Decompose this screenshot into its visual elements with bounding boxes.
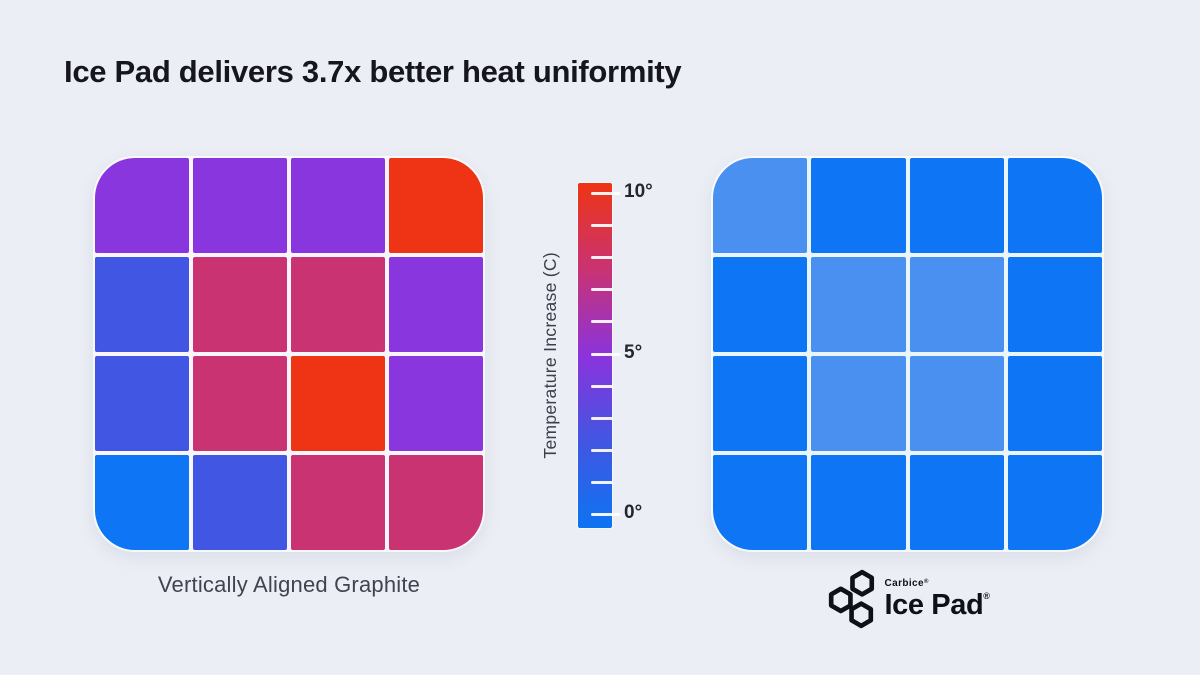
colorbar-minor-tick [591,416,613,420]
heat-cell-vertically-aligned-graphite-r4c4 [389,455,483,550]
heat-cell-vertically-aligned-graphite-r1c3 [291,158,385,253]
heat-cell-vertically-aligned-graphite-r4c1 [95,455,189,550]
heat-cell-ice-pad-r3c1 [713,356,808,451]
colorbar-tick-label: 0° [624,502,643,523]
product-trademark: ® [983,590,990,601]
heat-cell-vertically-aligned-graphite-r3c2 [193,356,287,451]
brand-trademark: ® [924,578,929,585]
colorbar-minor-tick [591,224,613,228]
heat-cell-vertically-aligned-graphite-r3c4 [389,356,483,451]
heat-cell-vertically-aligned-graphite-r2c2 [193,257,287,352]
heat-cell-ice-pad-r1c4 [1007,158,1102,253]
heat-cell-ice-pad-r3c2 [811,356,906,451]
heat-cell-ice-pad-r3c4 [1007,356,1102,451]
heat-cell-vertically-aligned-graphite-r4c3 [291,455,385,550]
colorbar-minor-tick [591,256,613,260]
colorbar-minor-tick [591,384,613,388]
heatmap-vertically-aligned-graphite [95,158,483,550]
heat-cell-vertically-aligned-graphite-r3c1 [95,356,189,451]
heat-cell-ice-pad-r1c3 [909,158,1004,253]
colorbar-minor-tick [591,320,613,324]
heat-cell-ice-pad-r3c3 [909,356,1004,451]
heat-cell-vertically-aligned-graphite-r3c3 [291,356,385,451]
heat-cell-ice-pad-r4c4 [1007,455,1102,550]
colorbar-major-tick [591,513,620,516]
heat-cell-vertically-aligned-graphite-r2c1 [95,257,189,352]
colorbar-tick-label: 5° [624,341,643,363]
heatmap-ice-pad [713,158,1102,550]
colorbar-axis-label: Temperature Increase (C) [539,252,560,459]
heat-cell-ice-pad-r1c2 [811,158,906,253]
heat-cell-vertically-aligned-graphite-r2c3 [291,257,385,352]
heat-cell-ice-pad-r2c3 [909,257,1004,352]
colorbar: 10° 5° 0° [578,181,653,528]
heat-cell-ice-pad-r2c1 [713,257,808,352]
logo-product: Ice Pad® [884,588,990,621]
heat-cell-vertically-aligned-graphite-r2c4 [389,257,483,352]
colorbar-minor-tick [591,480,613,484]
heat-cell-ice-pad-r2c4 [1007,257,1102,352]
heat-cell-ice-pad-r4c2 [811,455,906,550]
colorbar-minor-tick [591,448,613,452]
colorbar-tick-label: 10° [624,181,653,202]
heat-cell-vertically-aligned-graphite-r1c4 [389,158,483,253]
colorbar-major-tick [591,352,620,356]
colorbar-major-tick [591,192,620,195]
colorbar-gradient [578,183,612,528]
hexagon-cluster-icon [828,569,874,629]
heat-cell-vertically-aligned-graphite-r1c2 [193,158,287,253]
heat-cell-vertically-aligned-graphite-r1c1 [95,158,189,253]
heat-cell-ice-pad-r4c3 [909,455,1004,550]
logo-text: Carbice® Ice Pad® [884,577,990,621]
heat-cell-ice-pad-r2c2 [811,257,906,352]
colorbar-minor-tick [591,288,613,292]
logo-brand: Carbice® [884,577,929,589]
carbice-ice-pad-logo: Carbice® Ice Pad® [713,567,1102,631]
heat-cell-vertically-aligned-graphite-r4c2 [193,455,287,550]
heat-cell-ice-pad-r1c1 [713,158,808,253]
heat-cell-ice-pad-r4c1 [713,455,808,550]
left-panel-caption: Vertically Aligned Graphite [157,572,421,597]
page-title: Ice Pad delivers 3.7x better heat unifor… [64,54,682,89]
